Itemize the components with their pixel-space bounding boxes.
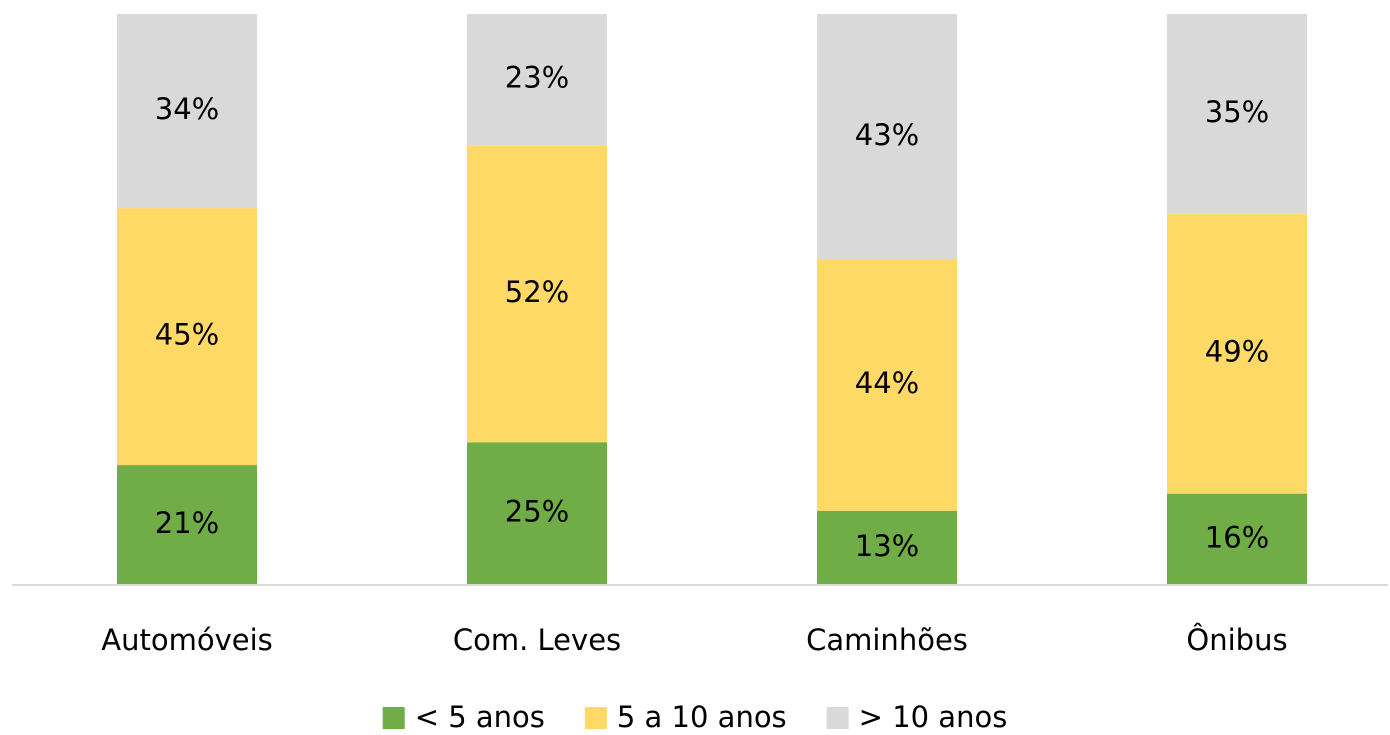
x-tick-label: Caminhões: [806, 623, 968, 657]
data-label: 35%: [1205, 95, 1269, 129]
bar-segment: [117, 14, 257, 209]
bar-segment: [817, 259, 957, 511]
data-label: 52%: [505, 275, 569, 309]
legend-swatch: [584, 707, 607, 729]
bar-segment: [1167, 14, 1307, 214]
data-label: 16%: [1205, 520, 1269, 554]
bar-segment: [467, 145, 607, 443]
bar-segment: [117, 465, 257, 585]
data-label: 25%: [505, 495, 569, 529]
x-tick-label: Com. Leves: [453, 623, 621, 657]
data-label: 45%: [155, 318, 219, 352]
data-label: 21%: [155, 506, 219, 540]
data-label: 49%: [1205, 335, 1269, 369]
legend-swatch: [826, 707, 849, 729]
data-label: 23%: [505, 61, 569, 95]
data-label: 43%: [855, 118, 919, 152]
legend-swatch: [382, 707, 405, 729]
x-tick-label: Ônibus: [1186, 623, 1287, 657]
data-label: 13%: [855, 529, 919, 563]
data-label: 44%: [855, 366, 919, 400]
bar-segment: [817, 14, 957, 260]
x-tick-label: Automóveis: [101, 623, 273, 657]
bar-segment: [1167, 213, 1307, 494]
legend-label: 5 a 10 anos: [617, 700, 787, 734]
bar-segment: [117, 208, 257, 466]
legend-label: > 10 anos: [859, 700, 1008, 734]
bar-segment: [467, 14, 607, 146]
data-label: 34%: [155, 92, 219, 126]
bar-segment: [1167, 493, 1307, 585]
legend-label: < 5 anos: [415, 700, 545, 734]
bar-segment: [817, 510, 957, 585]
bar-segment: [467, 442, 607, 585]
